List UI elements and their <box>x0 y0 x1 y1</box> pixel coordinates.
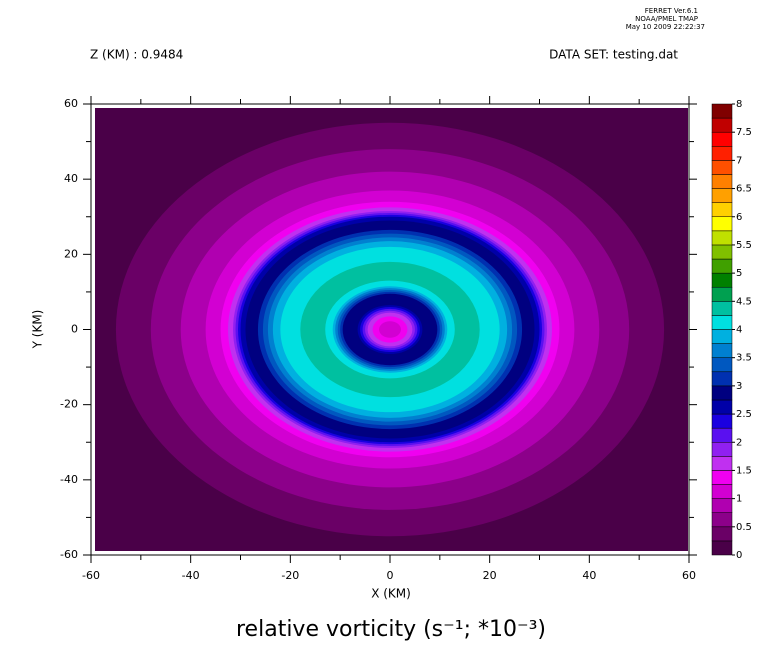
colorbar-swatch <box>711 456 733 471</box>
header-line: FERRET Ver.6.1 <box>645 7 698 15</box>
colorbar-label: 5 <box>736 268 742 279</box>
colorbar-swatch <box>711 131 733 147</box>
dataset-label: DATA SET: testing.dat <box>549 48 678 62</box>
colorbar-swatch <box>711 399 733 415</box>
colorbar-swatch <box>711 315 733 330</box>
x-tick-label: -40 <box>182 569 200 582</box>
colorbar-swatch <box>711 272 733 288</box>
colorbar-swatch <box>711 470 733 485</box>
colorbar-label: 3.5 <box>736 353 752 364</box>
colorbar-swatch <box>711 244 733 260</box>
colorbar-swatch <box>711 427 733 443</box>
x-tick-label: -60 <box>82 569 100 582</box>
colorbar-label: 1 <box>736 494 742 505</box>
colorbar-swatch <box>711 512 733 528</box>
colorbar-label: 1.5 <box>736 465 752 476</box>
colorbar-label: 5.5 <box>736 240 752 251</box>
contour-band <box>379 321 401 338</box>
colorbar-swatch <box>711 540 733 556</box>
colorbar-swatch <box>711 526 733 542</box>
colorbar-swatch <box>711 385 733 401</box>
colorbar-swatch <box>711 329 733 344</box>
header-line: May 10 2009 22:22:37 <box>626 23 705 31</box>
colorbar-label: 0 <box>736 550 742 561</box>
colorbar-swatch <box>711 202 733 217</box>
colorbar-label: 2.5 <box>736 409 752 420</box>
colorbar-swatch <box>711 216 733 232</box>
x-tick-label: 20 <box>483 569 497 582</box>
colorbar-swatch <box>711 258 733 274</box>
colorbar: 0 0.5 1 1.5 2 2.5 3 3.5 4 4.5 5 5.5 6 6.5 7 7.5 8 <box>711 99 752 561</box>
colorbar-label: 4 <box>736 325 742 336</box>
colorbar-label: 6.5 <box>736 184 752 195</box>
chart-title: relative vorticity (s⁻¹; *10⁻³) <box>236 617 546 642</box>
y-tick-label: 40 <box>64 172 78 185</box>
colorbar-swatch <box>711 301 733 316</box>
colorbar-label: 4.5 <box>736 296 752 307</box>
z-label: Z (KM) : 0.9484 <box>90 48 183 62</box>
x-axis-label: X (KM) <box>371 587 411 601</box>
colorbar-swatch <box>711 174 733 189</box>
colorbar-swatch <box>711 484 733 499</box>
colorbar-swatch <box>711 117 733 133</box>
x-tick-label: 60 <box>682 569 696 582</box>
header-line: NOAA/PMEL TMAP <box>635 15 698 23</box>
colorbar-swatch <box>711 103 733 119</box>
colorbar-label: 3 <box>736 381 742 392</box>
colorbar-label: 7.5 <box>736 127 752 138</box>
colorbar-label: 2 <box>736 437 742 448</box>
plot-area <box>95 108 688 551</box>
colorbar-swatch <box>711 343 733 358</box>
colorbar-swatch <box>711 498 733 513</box>
colorbar-swatch <box>711 230 733 246</box>
colorbar-label: 6 <box>736 212 742 223</box>
colorbar-swatch <box>711 146 733 161</box>
y-tick-label: -20 <box>60 398 78 411</box>
x-tick-label: 0 <box>387 569 394 582</box>
x-tick-label: -20 <box>281 569 299 582</box>
colorbar-swatch <box>711 357 733 373</box>
colorbar-swatch <box>711 371 733 387</box>
colorbar-label: 0.5 <box>736 522 752 533</box>
y-tick-label: -40 <box>60 473 78 486</box>
y-axis-label: Y (KM) <box>31 310 45 350</box>
colorbar-swatch <box>711 442 733 457</box>
y-tick-label: -60 <box>60 548 78 561</box>
axes: -60 -40 -20 0 20 40 60 -60 -40 -20 0 20 40 60 <box>60 96 697 582</box>
colorbar-label: 8 <box>736 99 742 110</box>
colorbar-swatch <box>711 188 733 203</box>
y-tick-label: 0 <box>71 323 78 336</box>
y-tick-label: 60 <box>64 97 78 110</box>
colorbar-swatch <box>711 286 733 302</box>
colorbar-swatch <box>711 413 733 429</box>
y-tick-label: 20 <box>64 247 78 260</box>
x-tick-label: 40 <box>582 569 596 582</box>
colorbar-label: 7 <box>736 155 742 166</box>
colorbar-swatch <box>711 160 733 175</box>
